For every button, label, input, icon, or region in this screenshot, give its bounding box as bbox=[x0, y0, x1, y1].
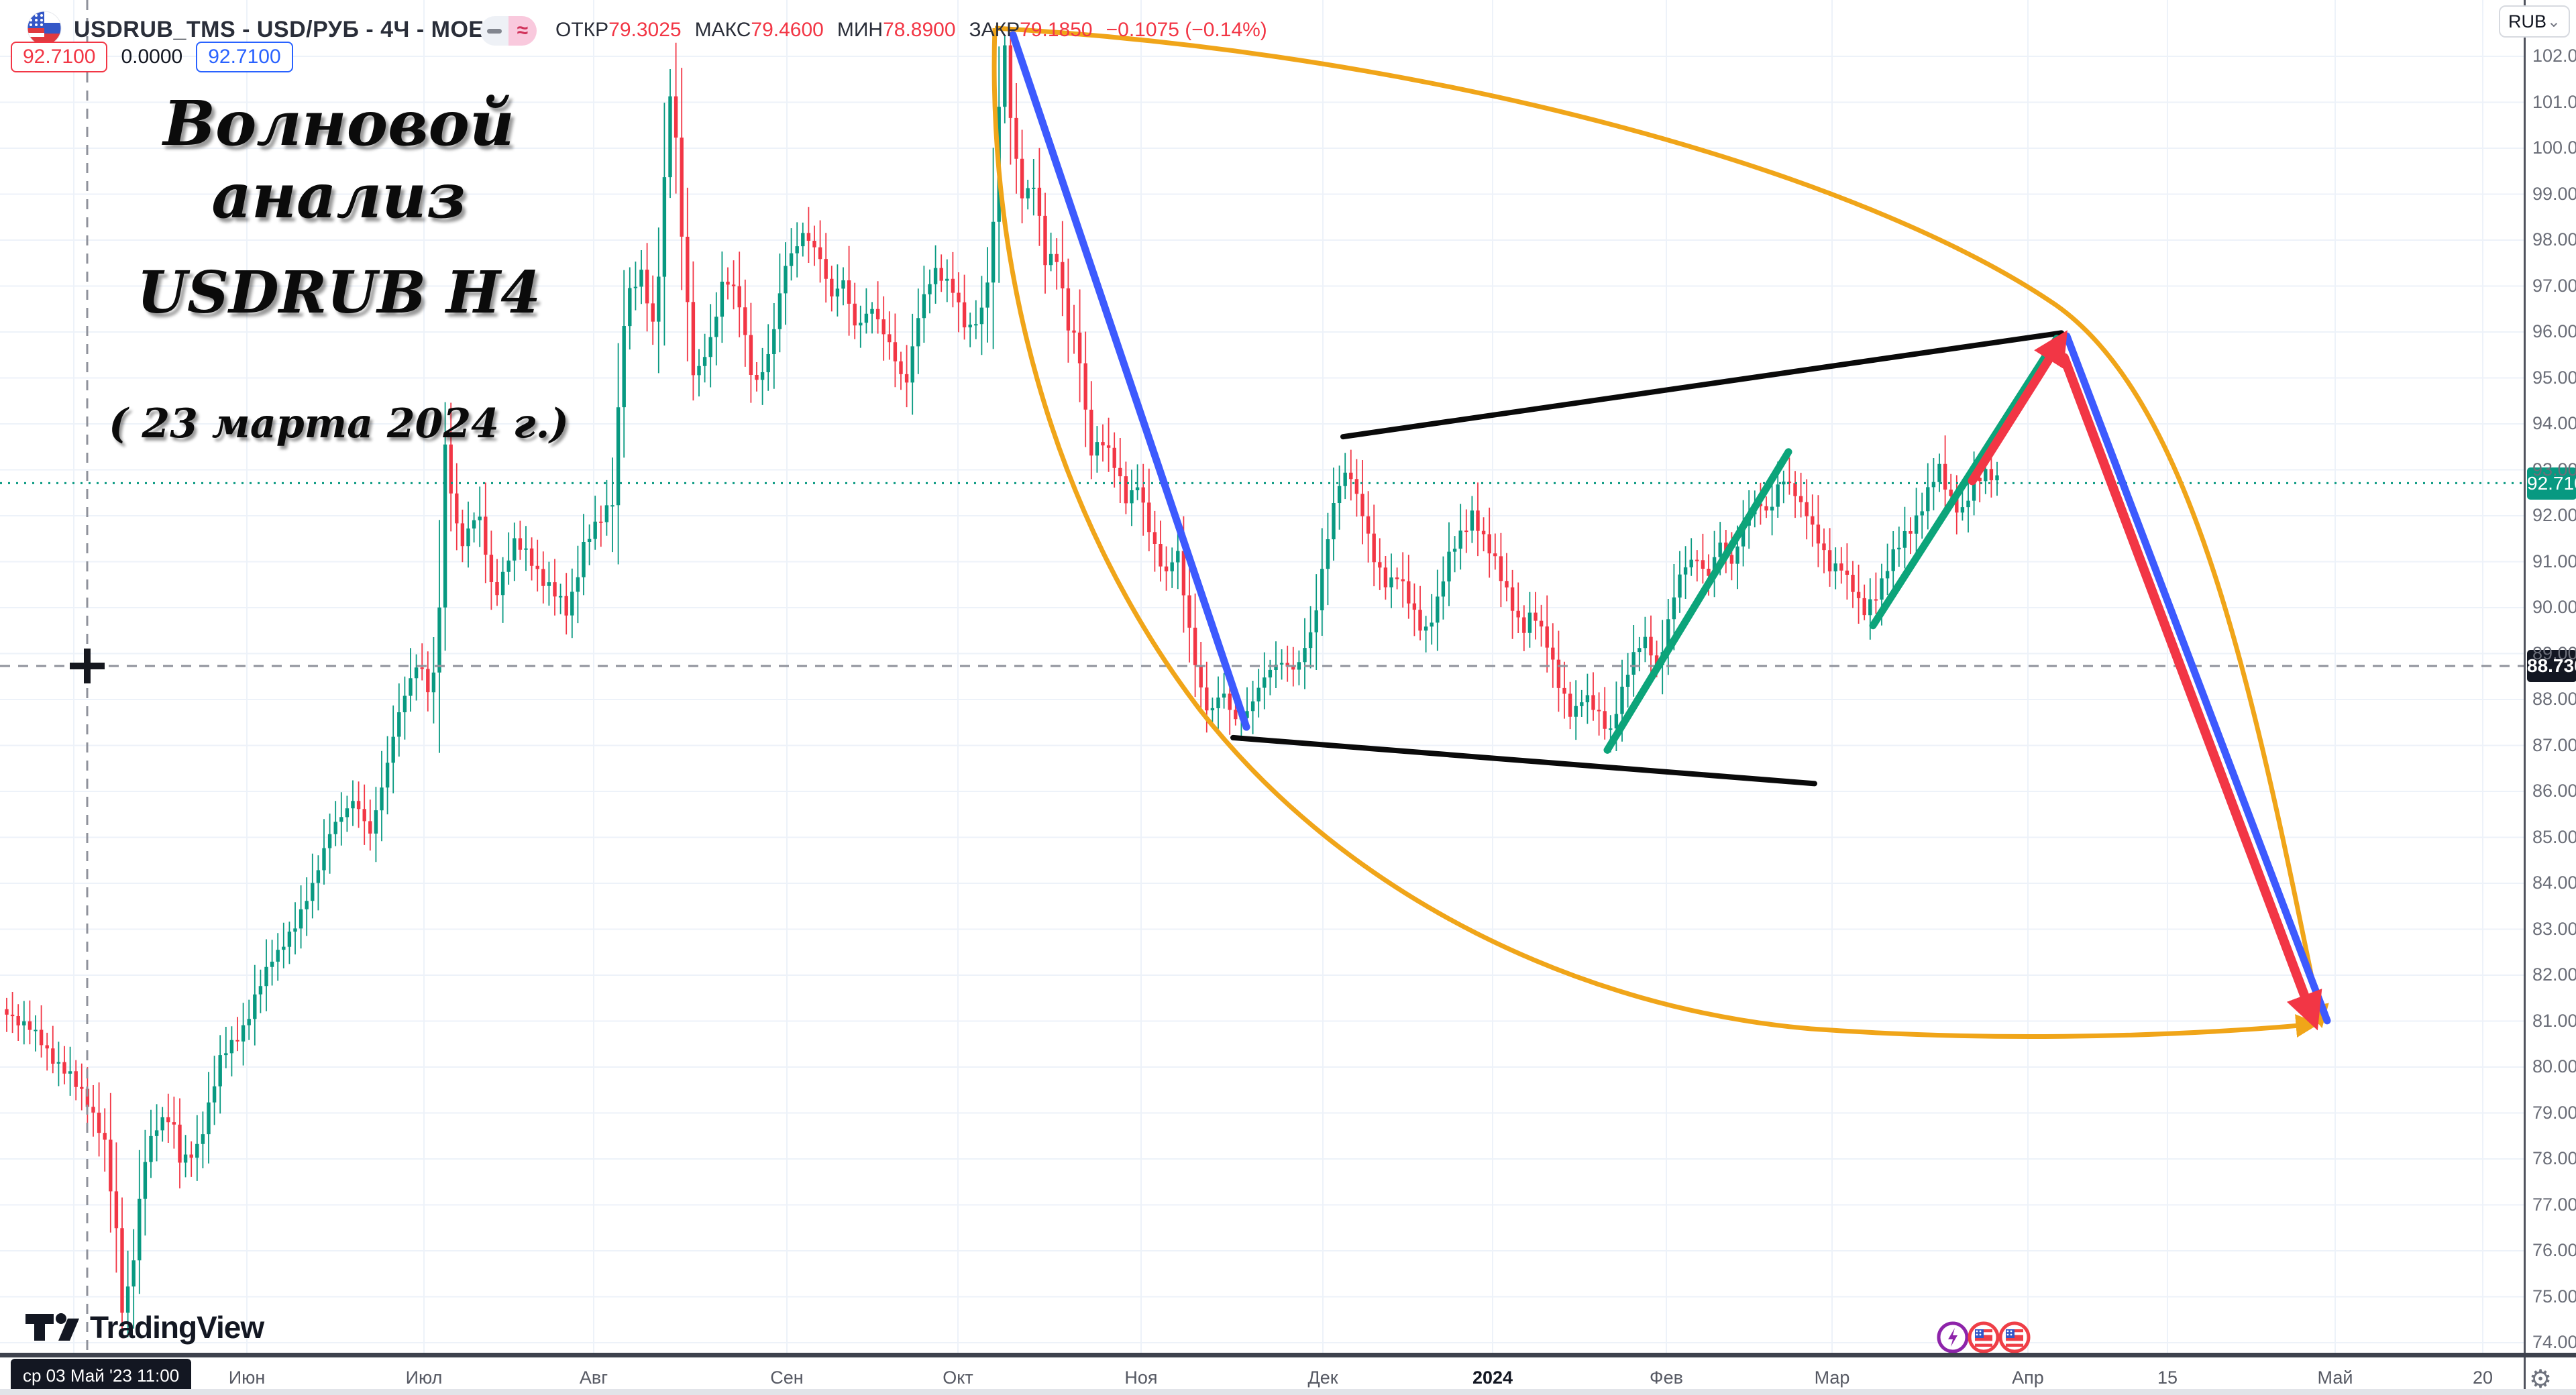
us-flag-event-icon bbox=[1968, 1321, 2000, 1353]
us-flag-event-icon bbox=[1998, 1321, 2031, 1353]
black-trendline-lower bbox=[1230, 734, 1817, 787]
price-axis-label: 90.0000 bbox=[2532, 597, 2576, 617]
yellow-arc-lower bbox=[991, 27, 2320, 1039]
bid-price-box[interactable]: 92.7100 bbox=[11, 42, 108, 72]
time-axis-label: Дек bbox=[1307, 1368, 1338, 1388]
price-axis-label: 91.0000 bbox=[2532, 551, 2576, 571]
bid-ask-row: 92.7100 0.0000 92.7100 bbox=[11, 42, 293, 72]
price-axis-label: 77.0000 bbox=[2532, 1194, 2576, 1215]
price-axis[interactable]: RUB ⌄ 92.7100 88.7300 74.0000 75.0000 76.0… bbox=[2499, 0, 2576, 1361]
time-axis-label: Окт bbox=[943, 1368, 973, 1388]
crosshair-price-badge: 88.7300 bbox=[2527, 649, 2576, 682]
price-axis-label: 84.0000 bbox=[2532, 873, 2576, 893]
price-axis-label: 87.0000 bbox=[2532, 734, 2576, 755]
symbol-title[interactable]: USDRUB_TMS - USD/РУБ - 4Ч - MOEX bbox=[74, 16, 500, 42]
blue-projection-line bbox=[2063, 332, 2331, 1025]
chart-bottom-separator bbox=[0, 1353, 2576, 1357]
price-axis-label: 85.0000 bbox=[2532, 826, 2576, 847]
open-value: 79.3025 bbox=[608, 19, 682, 41]
tradingview-logo-icon bbox=[25, 1313, 79, 1341]
time-axis-label: Апр bbox=[2012, 1368, 2044, 1388]
ohlc-readout: ОТКР79.3025 МАКС79.4600 МИН78.8900 ЗАКР7… bbox=[555, 19, 1267, 42]
crosshair-time-badge: ср 03 Май '23 11:00 bbox=[11, 1359, 192, 1393]
price-axis-label: 82.0000 bbox=[2532, 964, 2576, 985]
candlestick-series bbox=[5, 36, 1999, 1339]
price-axis-label: 101.0000 bbox=[2532, 91, 2576, 112]
close-label: ЗАКР bbox=[969, 19, 1020, 41]
minus-pill-icon[interactable] bbox=[480, 16, 508, 46]
blue-impulse-line bbox=[1009, 31, 1250, 731]
currency-selector[interactable]: RUB ⌄ bbox=[2499, 5, 2570, 38]
price-axis-label: 96.0000 bbox=[2532, 321, 2576, 341]
black-trendline-upper bbox=[1340, 330, 2064, 440]
price-axis-label: 76.0000 bbox=[2532, 1240, 2576, 1260]
tradingview-logo-text: TradingView bbox=[90, 1310, 264, 1345]
close-value: 79.1850 bbox=[1020, 19, 1093, 41]
price-axis-label: 79.0000 bbox=[2532, 1102, 2576, 1123]
price-axis-label: 92.0000 bbox=[2532, 505, 2576, 525]
price-axis-label: 81.0000 bbox=[2532, 1010, 2576, 1031]
price-axis-label: 97.0000 bbox=[2532, 275, 2576, 296]
time-axis-label: Мар bbox=[1814, 1368, 1850, 1388]
approx-pill-icon[interactable]: ≈ bbox=[508, 16, 537, 46]
open-label: ОТКР bbox=[555, 19, 609, 41]
price-axis-label: 94.0000 bbox=[2532, 413, 2576, 433]
crosshair-plus-marker bbox=[70, 648, 105, 683]
price-axis-label: 88.0000 bbox=[2532, 689, 2576, 709]
last-price-badge: 92.7100 bbox=[2527, 467, 2576, 500]
price-axis-label: 93.0000 bbox=[2532, 459, 2576, 480]
time-axis-label: 20 bbox=[2472, 1368, 2493, 1388]
green-wave-line-1 bbox=[1603, 448, 1792, 754]
yellow-arc-upper bbox=[994, 25, 2329, 1029]
price-axis-label: 100.0000 bbox=[2532, 137, 2576, 158]
red-arrow-down bbox=[2059, 353, 2322, 1031]
time-axis-label: Сен bbox=[770, 1368, 804, 1388]
price-axis-label: 83.0000 bbox=[2532, 918, 2576, 939]
tradingview-logo[interactable]: TradingView bbox=[24, 1309, 264, 1345]
ask-price-box[interactable]: 92.7100 bbox=[196, 42, 293, 72]
window-bottom-strip bbox=[0, 1389, 2576, 1395]
high-value: 79.4600 bbox=[751, 19, 824, 41]
price-axis-label: 80.0000 bbox=[2532, 1056, 2576, 1076]
lightning-event-icon bbox=[1937, 1321, 1969, 1353]
price-axis-label: 99.0000 bbox=[2532, 183, 2576, 204]
low-label: МИН bbox=[837, 19, 883, 41]
green-wave-line-2 bbox=[1869, 335, 2061, 630]
spread-value: 0.0000 bbox=[121, 46, 183, 68]
time-axis-label: 2024 bbox=[1472, 1368, 1513, 1388]
price-axis-label: 78.0000 bbox=[2532, 1148, 2576, 1168]
chevron-down-icon: ⌄ bbox=[2546, 12, 2561, 31]
low-value: 78.8900 bbox=[883, 19, 956, 41]
time-axis-label: Май bbox=[2317, 1368, 2353, 1388]
indicator-pills[interactable]: ≈ bbox=[480, 16, 537, 46]
high-label: МАКС bbox=[694, 19, 751, 41]
event-markers[interactable] bbox=[1936, 1320, 2037, 1358]
time-axis-label: Ноя bbox=[1124, 1368, 1158, 1388]
price-axis-label: 75.0000 bbox=[2532, 1286, 2576, 1306]
axis-corner-separator bbox=[2524, 1361, 2526, 1395]
time-axis-label: 15 bbox=[2157, 1368, 2178, 1388]
price-axis-label: 95.0000 bbox=[2532, 367, 2576, 388]
time-axis-label: Фев bbox=[1650, 1368, 1683, 1388]
change-value: −0.1075 (−0.14%) bbox=[1106, 19, 1267, 41]
price-axis-label: 98.0000 bbox=[2532, 229, 2576, 249]
currency-label: RUB bbox=[2508, 11, 2547, 32]
price-axis-label: 74.0000 bbox=[2532, 1332, 2576, 1352]
price-axis-label: 86.0000 bbox=[2532, 781, 2576, 801]
price-axis-label: 102.0000 bbox=[2532, 46, 2576, 66]
red-arrow-up bbox=[1968, 330, 2068, 486]
time-axis-label: Июн bbox=[228, 1368, 266, 1388]
time-axis-label: Июл bbox=[405, 1368, 443, 1388]
time-axis-label: Авг bbox=[579, 1368, 608, 1388]
price-axis-label: 89.0000 bbox=[2532, 643, 2576, 663]
